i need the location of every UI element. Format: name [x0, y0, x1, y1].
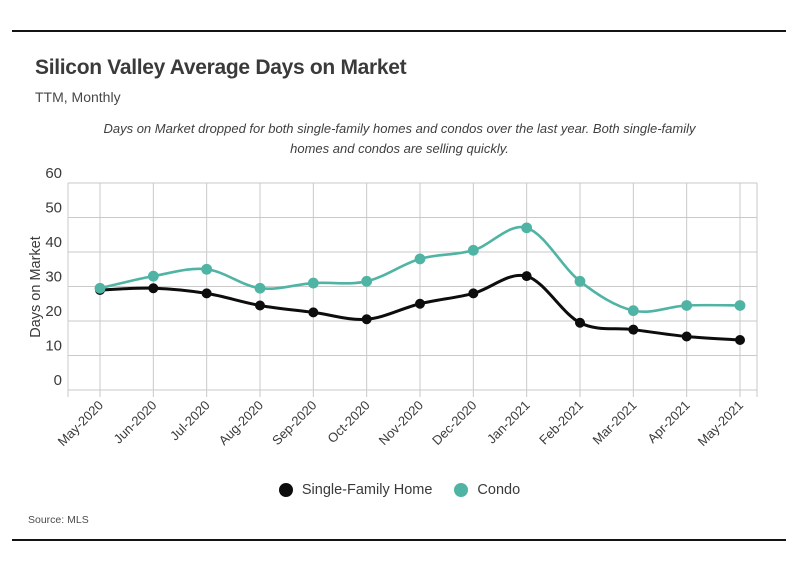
y-tick-labels: 0 10 20 30 40 50 60 — [45, 165, 62, 389]
data-point — [574, 317, 585, 328]
x-tick-label: Jul-2020 — [167, 398, 213, 444]
legend-dot-condo — [454, 483, 469, 497]
data-point — [467, 244, 479, 256]
annotation-line-2: homes and condos are selling quickly. — [290, 141, 509, 156]
series-condo — [94, 222, 746, 317]
top-rule — [12, 30, 786, 32]
y-tick-label: 10 — [45, 338, 62, 355]
line-chart-svg: 0 10 20 30 40 50 60 Days on Market May-2020 Jun-2… — [28, 165, 758, 449]
data-point — [574, 275, 586, 287]
data-point — [361, 275, 373, 287]
data-point — [147, 270, 159, 282]
x-tick-label: Feb-2021 — [536, 398, 586, 448]
data-point — [681, 331, 692, 342]
data-point — [414, 298, 425, 309]
bottom-rule — [12, 539, 786, 541]
x-tick-label: Nov-2020 — [376, 398, 426, 448]
y-gridlines — [68, 182, 757, 391]
legend-label-condo: Condo — [477, 482, 521, 498]
x-tick-label: May-2021 — [695, 398, 746, 449]
data-point — [361, 314, 372, 325]
y-tick-label: 0 — [54, 372, 62, 389]
x-tick-label: Jun-2020 — [111, 398, 160, 447]
chart-plot-area: 0 10 20 30 40 50 60 Days on Market May-2020 Jun-2… — [0, 160, 799, 475]
y-axis-title: Days on Market — [28, 236, 44, 338]
y-tick-label: 20 — [45, 303, 62, 320]
chart-annotation: Days on Market dropped for both single-f… — [0, 119, 799, 159]
y-tick-label: 30 — [45, 269, 62, 286]
legend-item-single-family-home: Single-Family Home — [278, 482, 433, 498]
data-point — [468, 288, 479, 299]
data-point — [148, 283, 159, 294]
x-tick-label: Aug-2020 — [216, 398, 266, 448]
x-tick-label: Oct-2020 — [324, 398, 372, 446]
data-point — [628, 324, 639, 335]
data-point — [201, 263, 213, 275]
y-tick-label: 40 — [45, 234, 62, 251]
data-point — [201, 288, 212, 299]
x-tick-label: Mar-2021 — [590, 398, 640, 448]
x-tick-label: May-2020 — [55, 398, 106, 449]
data-point — [254, 282, 266, 294]
data-point — [94, 282, 106, 294]
data-point — [254, 300, 265, 311]
page-title: Silicon Valley Average Days on Market — [35, 56, 407, 79]
legend: Single-Family Home Condo — [0, 482, 799, 498]
data-point — [521, 222, 533, 234]
data-point — [521, 271, 532, 282]
page-subtitle: TTM, Monthly — [35, 89, 121, 105]
data-point — [734, 334, 745, 345]
data-point — [627, 305, 639, 317]
x-tick-label: Sep-2020 — [269, 398, 319, 448]
data-point — [414, 253, 426, 265]
x-tick-labels: May-2020 Jun-2020 Jul-2020 Aug-2020 Sep-2020… — [55, 398, 746, 449]
legend-dot-single-family-home — [278, 483, 293, 497]
annotation-line-1: Days on Market dropped for both single-f… — [103, 121, 696, 136]
y-tick-label: 50 — [45, 200, 62, 217]
data-point — [734, 300, 746, 311]
legend-label-single-family-home: Single-Family Home — [301, 482, 433, 498]
x-tick-label: Apr-2021 — [644, 398, 692, 446]
x-tick-label: Jan-2021 — [484, 398, 533, 447]
data-point — [681, 300, 693, 311]
legend-item-condo: Condo — [454, 482, 520, 498]
data-point — [308, 307, 319, 318]
data-point — [307, 277, 319, 289]
y-tick-label: 60 — [45, 165, 62, 182]
source-note: Source: MLS — [28, 514, 89, 526]
x-gridlines — [67, 183, 758, 397]
x-tick-label: Dec-2020 — [429, 398, 479, 448]
